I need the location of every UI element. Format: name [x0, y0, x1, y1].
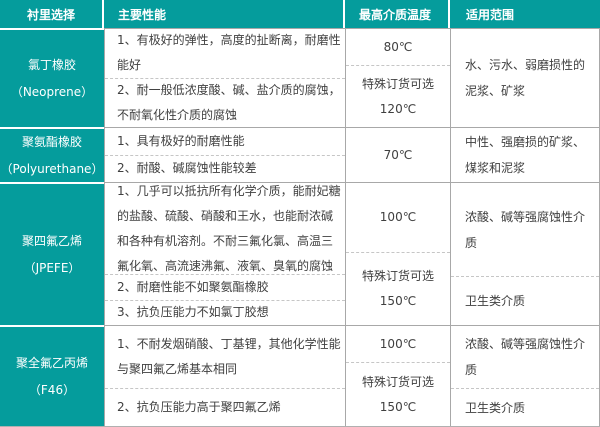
temperature-item: 特殊订货可选 150℃ — [346, 362, 450, 426]
table-header-row: 衬里选择 主要性能 最高介质温度 适用范围 — [0, 0, 600, 28]
table-row: 聚全氟乙丙烯 （F46） 1、不耐发烟硝酸、丁基锂，其他化学性能与聚四氟乙烯基本相同… — [0, 325, 600, 426]
temperature-item: 特殊订货可选 150℃ — [346, 251, 450, 325]
performance-item: 1、几乎可以抵抗所有化学介质，能耐妃糖的盐酸、硫酸、硝酸和王水，也能耐浓碱和各种… — [117, 183, 341, 273]
scope-cell: 浓酸、碱等强腐蚀性介质卫生类介质 — [450, 182, 599, 325]
performance-item: 3、抗负压能力不如氯丁胶想 — [105, 299, 345, 325]
performance-cell: 1、具有极好的耐磨性能 2、耐酸、碱腐蚀性能较差 — [104, 127, 345, 182]
lining-code: （F46） — [28, 382, 76, 397]
header-main-performance: 主要性能 — [104, 0, 345, 28]
temperature-line: 特殊订货可选 — [361, 268, 434, 283]
scope-item: 水、污水、弱磨损性的泥浆、矿浆 — [465, 58, 586, 98]
performance-item: 2、抗负压能力高于聚四氟乙烯 — [105, 387, 345, 427]
scope-cell: 水、污水、弱磨损性的泥浆、矿浆 — [450, 28, 599, 127]
temperature-line: 80℃ — [383, 39, 413, 54]
scope-cell: 浓酸、碱等强腐蚀性介质 卫生类介质 — [450, 325, 599, 426]
temperature-cell: 70℃ — [345, 127, 450, 182]
performance-item: 2、耐一般低浓度酸、碱、盐介质的腐蚀，不耐氧化性介质的腐蚀 — [105, 77, 345, 128]
lining-name-cell: 聚全氟乙丙烯 （F46） — [0, 325, 104, 426]
scope-item: 中性、强磨损的矿浆、煤浆和泥浆 — [465, 135, 586, 175]
scope-item: 浓酸、碱等强腐蚀性介质 — [465, 337, 586, 378]
lining-code: （Neoprene） — [10, 84, 94, 99]
table-row: 氯丁橡胶 （Neoprene） 1、有极好的弹性，高度的扯断离，耐磨性能好 2、耐一般… — [0, 28, 600, 127]
lining-name: 聚全氟乙丙烯 — [15, 355, 88, 370]
temperature-line: 150℃ — [379, 293, 417, 308]
header-applicable-range: 适用范围 — [450, 0, 600, 28]
temperature-item: 70℃ — [346, 128, 450, 182]
scope-item: 浓酸、碱等强腐蚀性介质 — [465, 209, 586, 250]
lining-name-cell: 聚四氟乙烯 （JPEFE） — [0, 182, 104, 325]
lining-code: （Polyurethane） — [0, 161, 104, 176]
temperature-cell: 80℃ 特殊订货可选 120℃ — [345, 28, 450, 127]
performance-cell: 1、有极好的弹性，高度的扯断离，耐磨性能好 2、耐一般低浓度酸、碱、盐介质的腐蚀，… — [104, 28, 345, 127]
lining-name-cell: 聚氨酯橡胶 （Polyurethane） — [0, 127, 104, 182]
temperature-item: 100℃ — [346, 183, 450, 252]
lining-code: （JPEFE） — [23, 260, 81, 275]
table-body: 氯丁橡胶 （Neoprene） 1、有极好的弹性，高度的扯断离，耐磨性能好 2、耐一般… — [0, 28, 600, 426]
temperature-item: 80℃ — [346, 29, 450, 65]
performance-item: 1、不耐发烟硝酸、丁基锂，其他化学性能与聚四氟乙烯基本相同 — [117, 336, 341, 376]
temperature-line: 120℃ — [379, 101, 417, 116]
temperature-cell: 100℃ 特殊订货可选 150℃ — [345, 325, 450, 426]
performance-item: 1、有极好的弹性，高度的扯断离，耐磨性能好 — [117, 33, 341, 73]
temperature-line: 100℃ — [379, 209, 417, 224]
temperature-line: 150℃ — [379, 399, 417, 414]
performance-cell: 1、几乎可以抵抗所有化学介质，能耐妃糖的盐酸、硫酸、硝酸和王水，也能耐浓碱和各种… — [104, 182, 345, 325]
table-row: 聚四氟乙烯 （JPEFE） 1、几乎可以抵抗所有化学介质，能耐妃糖的盐酸、硫酸、硝酸… — [0, 182, 600, 325]
temperature-line: 特殊订货可选 — [361, 374, 434, 389]
performance-cell: 1、不耐发烟硝酸、丁基锂，其他化学性能与聚四氟乙烯基本相同 2、抗负压能力高于聚四… — [104, 325, 345, 426]
performance-item: 2、耐磨性能不如聚氨酯橡胶 — [105, 274, 345, 299]
temperature-item: 100℃ — [346, 326, 450, 362]
scope-item: 卫生类介质 — [451, 388, 599, 426]
temperature-line: 特殊订货可选 — [361, 76, 434, 91]
scope-item: 卫生类介质 — [451, 276, 599, 325]
scope-cell: 中性、强磨损的矿浆、煤浆和泥浆 — [450, 127, 599, 182]
lining-name: 聚四氟乙烯 — [21, 233, 82, 248]
temperature-item: 特殊订货可选 120℃ — [346, 65, 450, 127]
performance-item: 2、耐酸、碱腐蚀性能较差 — [105, 154, 345, 183]
temperature-line: 70℃ — [383, 147, 413, 162]
lining-name: 聚氨酯橡胶 — [21, 134, 82, 149]
table-row: 聚氨酯橡胶 （Polyurethane） 1、具有极好的耐磨性能 2、耐酸、碱腐蚀性能… — [0, 127, 600, 182]
temperature-cell: 100℃ 特殊订货可选 150℃ — [345, 182, 450, 325]
header-lining-selection: 衬里选择 — [0, 0, 104, 28]
header-max-medium-temperature: 最高介质温度 — [345, 0, 450, 28]
performance-item: 1、具有极好的耐磨性能 — [117, 133, 245, 148]
lining-name: 氯丁橡胶 — [27, 57, 76, 72]
temperature-line: 100℃ — [379, 336, 417, 351]
lining-name-cell: 氯丁橡胶 （Neoprene） — [0, 28, 104, 127]
